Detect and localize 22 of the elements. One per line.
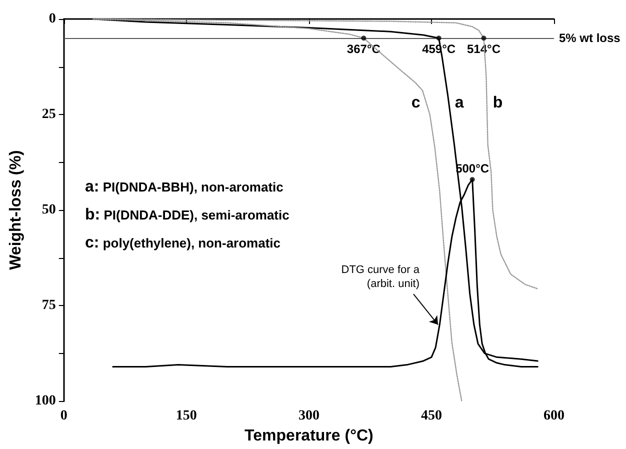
annotation: DTG curve for a (arbit. unit) <box>341 264 420 290</box>
annotation: 367°C <box>346 42 381 56</box>
y-tick-label: 50 <box>42 202 56 218</box>
x-tick-label: 450 <box>420 408 442 424</box>
annotation: c: poly(ethylene), non-aromatic <box>85 234 281 252</box>
series-label: a <box>454 94 464 112</box>
ref-line-label: 5% wt loss <box>559 31 621 46</box>
series-label: b <box>492 94 503 112</box>
y-tick-label: 100 <box>34 394 56 409</box>
y-tick-label: 0 <box>48 12 56 26</box>
x-tick-label: 300 <box>298 408 320 424</box>
x-tick-label: 150 <box>176 408 197 424</box>
annotation: a: PI(DNDA-BBH), non-aromatic <box>85 178 284 196</box>
x-tick-label: 600 <box>544 408 564 424</box>
series-label: c <box>411 94 420 112</box>
y-tick-label: 25 <box>42 107 56 122</box>
annotation: 514°C <box>467 42 501 56</box>
x-tick-label: 0 <box>60 408 68 424</box>
annotation: b: PI(DNDA-DDE), semi-aromatic <box>85 206 290 224</box>
x-axis-title: Temperature (°C) <box>244 428 374 444</box>
y-axis-title: Weight-loss (%) <box>8 150 24 270</box>
y-tick-label: 75 <box>42 298 56 314</box>
